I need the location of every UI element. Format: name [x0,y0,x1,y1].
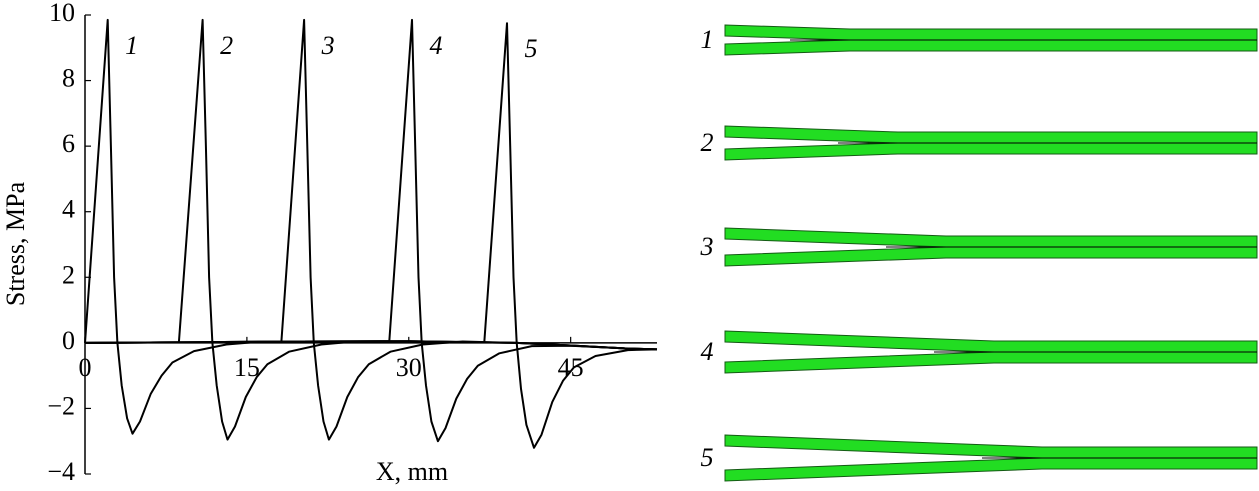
y-tick-label: 4 [62,195,75,224]
panel-label: 4 [701,337,714,366]
beam-lower [724,457,1258,482]
series-label: 2 [220,31,233,60]
x-tick-label: 30 [396,353,422,382]
x-tick-label: 45 [558,353,584,382]
panel-label: 5 [701,443,714,472]
beam-upper [724,24,1258,41]
y-tick-label: 6 [62,129,75,158]
beam-lower [724,39,1258,56]
beam-lower [724,351,1258,374]
y-tick-label: −4 [47,457,75,486]
x-axis-label: X, mm [376,457,448,486]
beam-lower [724,142,1258,161]
y-tick-label: 10 [49,0,75,27]
series-label: 1 [125,31,138,60]
beam-lower [724,246,1258,267]
x-tick-label: 0 [79,353,92,382]
y-tick-label: 2 [62,260,75,289]
line [84,18,658,441]
line [84,22,658,449]
panel-label: 2 [701,128,714,157]
beam-upper [724,125,1258,144]
x-tick-label: 15 [234,353,260,382]
series-label: 5 [524,34,537,63]
series-label: 3 [321,31,335,60]
y-axis-label: Stress, MPa [1,181,30,306]
series-label: 4 [430,31,443,60]
y-tick-label: 0 [62,326,75,355]
panel-label: 1 [701,25,714,54]
y-tick-label: −2 [47,391,75,420]
beam-upper [724,434,1258,459]
beam-upper [724,330,1258,353]
y-tick-label: 8 [62,64,75,93]
line [84,18,658,443]
beam-upper [724,227,1258,248]
panel-label: 3 [700,232,714,261]
